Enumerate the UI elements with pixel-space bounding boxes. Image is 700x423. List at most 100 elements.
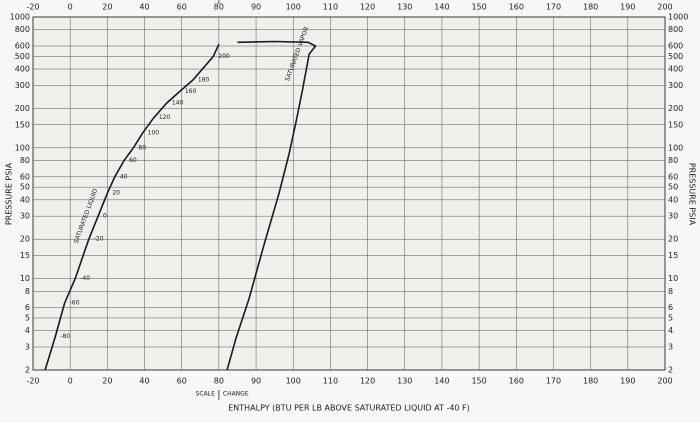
y-tick-label-right: 6: [668, 303, 673, 312]
y-tick-label-right: 8: [668, 287, 673, 296]
y-tick-label-right: 1000: [668, 13, 688, 22]
y-tick-label-right: 600: [668, 42, 683, 51]
x-tick-label: 80: [214, 377, 224, 386]
y-tick-label: 150: [15, 120, 30, 129]
x-tick-label-top: 120: [360, 3, 375, 12]
x-tick-label: 40: [139, 377, 149, 386]
y-tick-label-right: 80: [668, 156, 678, 165]
y-tick-label: 40: [20, 195, 30, 204]
y-tick-label: 30: [20, 212, 30, 221]
y-tick-label: 500: [15, 52, 30, 61]
y-tick-label: 200: [15, 104, 30, 113]
y-tick-label-right: 4: [668, 326, 673, 335]
x-tick-label: 130: [397, 377, 412, 386]
x-tick-label: 60: [177, 377, 187, 386]
saturation-curve: [226, 40, 317, 371]
change-label-top: CHANGE: [223, 0, 249, 2]
x-tick-label-top: 180: [583, 3, 598, 12]
x-tick-label: 110: [323, 377, 338, 386]
x-tick-label: 100: [286, 377, 301, 386]
temperature-label: 200: [218, 53, 230, 60]
y-tick-label-right: 3: [668, 342, 673, 351]
temperature-label: -40: [80, 275, 90, 282]
x-tick-label-top: 130: [397, 3, 412, 12]
x-tick-label-top: -20: [26, 3, 39, 12]
y-tick-label: 20: [20, 235, 30, 244]
y-tick-label: 60: [20, 172, 30, 181]
y-tick-label-right: 300: [668, 81, 683, 90]
y-tick-label: 80: [20, 156, 30, 165]
x-tick-label-top: 100: [286, 3, 301, 12]
temperature-label: 100: [148, 129, 160, 136]
y-tick-label-right: 500: [668, 52, 683, 61]
y-tick-label: 5: [25, 313, 30, 322]
x-tick-label-top: 160: [509, 3, 524, 12]
y-axis-label-right: PRESSURE PSIA: [688, 163, 697, 226]
y-tick-label-right: 150: [668, 120, 683, 129]
x-tick-label-top: 110: [323, 3, 338, 12]
x-tick-label-top: 80: [214, 3, 224, 12]
x-tick-label-top: 0: [68, 3, 73, 12]
y-tick-label: 3: [25, 342, 30, 351]
x-tick-label-top: 140: [434, 3, 449, 12]
x-tick-label-top: 40: [139, 3, 149, 12]
temperature-label: 40: [120, 173, 128, 180]
y-tick-label: 2: [25, 366, 30, 375]
temperature-label: -80: [60, 333, 70, 340]
x-tick-label-top: 150: [471, 3, 486, 12]
scale-label-top: SCALE: [196, 0, 215, 2]
x-tick-label: 120: [360, 377, 375, 386]
x-tick-label-top: 90: [251, 3, 261, 12]
temperature-label: 20: [112, 190, 120, 197]
x-tick-label: 20: [102, 377, 112, 386]
scale-label-bottom: SCALE: [196, 391, 215, 398]
temperature-label: 160: [185, 88, 197, 95]
y-tick-label-right: 30: [668, 212, 678, 221]
y-tick-label-right: 20: [668, 235, 678, 244]
y-tick-label-right: 5: [668, 313, 673, 322]
y-tick-label-right: 2: [668, 366, 673, 375]
x-tick-label-top: 20: [102, 3, 112, 12]
change-label-bottom: CHANGE: [223, 391, 249, 398]
y-tick-label: 10: [20, 274, 30, 283]
x-tick-label: 90: [251, 377, 261, 386]
saturation-curve: [44, 43, 220, 371]
temperature-label: 140: [172, 100, 184, 107]
y-tick-label-right: 40: [668, 195, 678, 204]
y-tick-label-right: 15: [668, 251, 678, 260]
temperature-label: 120: [159, 114, 171, 121]
y-tick-label: 600: [15, 42, 30, 51]
x-tick-label: 180: [583, 377, 598, 386]
y-tick-label-right: 800: [668, 25, 683, 34]
y-tick-label: 800: [15, 25, 30, 34]
y-tick-label: 400: [15, 65, 30, 74]
x-tick-label-top: 60: [177, 3, 187, 12]
y-tick-label-right: 100: [668, 143, 683, 152]
y-tick-label: 50: [20, 183, 30, 192]
y-tick-label-right: 400: [668, 65, 683, 74]
x-tick-label-top: 170: [546, 3, 561, 12]
temperature-label: 180: [198, 76, 210, 83]
y-tick-label: 8: [25, 287, 30, 296]
x-tick-label: 0: [68, 377, 73, 386]
x-tick-label: 160: [509, 377, 524, 386]
x-axis-label: ENTHALPY (BTU PER LB ABOVE SATURATED LIQ…: [228, 404, 470, 413]
x-tick-label: 200: [657, 377, 672, 386]
x-tick-label: 150: [471, 377, 486, 386]
x-tick-label: -20: [26, 377, 39, 386]
plot-area: [32, 16, 666, 371]
y-tick-label: 1000: [10, 13, 30, 22]
y-tick-label-right: 10: [668, 274, 678, 283]
x-tick-label: 140: [434, 377, 449, 386]
y-tick-label: 6: [25, 303, 30, 312]
y-tick-label: 4: [25, 326, 30, 335]
y-tick-label: 100: [15, 143, 30, 152]
y-axis-label: PRESSURE PSIA: [5, 162, 14, 225]
temperature-label: 80: [138, 144, 146, 151]
temperature-label: 60: [129, 157, 137, 164]
x-tick-label: 170: [546, 377, 561, 386]
y-tick-label-right: 50: [668, 183, 678, 192]
y-tick-label-right: 60: [668, 172, 678, 181]
